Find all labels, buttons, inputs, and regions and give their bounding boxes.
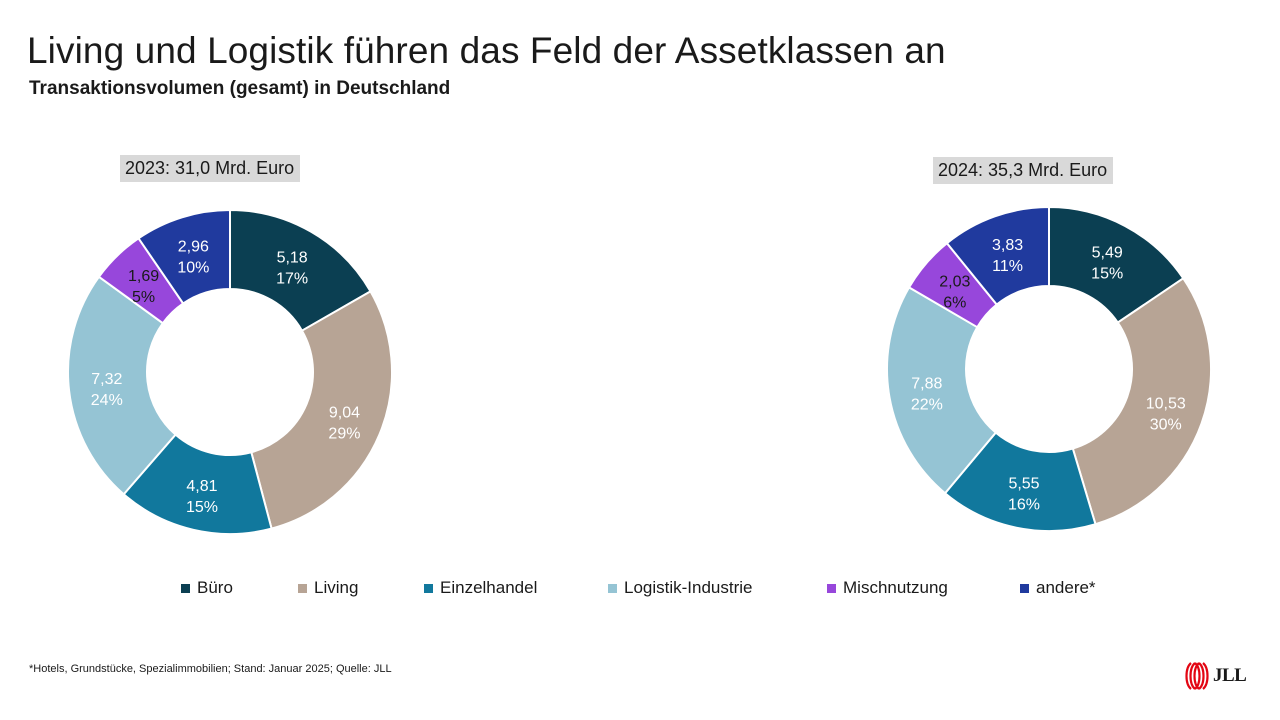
donut-2024-value-label-living: 10,53	[1146, 396, 1186, 413]
legend-swatch-andere	[1020, 583, 1029, 593]
donut-2023-slice-andere	[137, 208, 231, 305]
legend-label-mischnutzung: Mischnutzung	[843, 578, 948, 597]
legend-item-living: Living	[298, 578, 358, 598]
legend-item-buero: Büro	[181, 578, 233, 598]
legend-swatch-buero	[181, 583, 190, 593]
legend-label-andere: andere*	[1036, 578, 1096, 597]
donut-2024-slice-einzelhandel	[943, 431, 1097, 532]
donut-2023-percent-label-andere: 10%	[177, 260, 209, 277]
donut-2023-percent-label-einzelhandel: 15%	[186, 499, 218, 516]
donut-2023-value-label-logistik-industrie: 7,32	[91, 371, 122, 388]
donut-2024-slice-andere	[945, 205, 1050, 306]
legend-swatch-logistik	[608, 583, 617, 593]
legend-label-einzelhandel: Einzelhandel	[440, 578, 538, 597]
donut-2024-percent-label-andere: 11%	[992, 258, 1023, 275]
legend-swatch-living	[298, 583, 307, 593]
donut-2024-value-label-andere: 3,83	[992, 237, 1023, 254]
donut-2023-value-label-buero: 5,18	[277, 250, 308, 267]
donut-2023-slice-buero	[229, 208, 372, 333]
donut-2024-percent-label-living: 30%	[1150, 417, 1182, 434]
legend-label-living: Living	[314, 578, 359, 597]
legend: Büro Living Einzelhandel Logistik-Indust…	[0, 578, 1280, 602]
chart-2024-total-label: 2024: 35,3 Mrd. Euro	[933, 157, 1114, 184]
jll-logo-text: JLL	[1213, 665, 1247, 686]
donut-2023-slice-living	[250, 290, 393, 530]
legend-label-logistik: Logistik-Industrie	[624, 578, 753, 597]
legend-item-andere: andere*	[1020, 578, 1096, 598]
donut-2024-percent-label-buero: 15%	[1091, 266, 1123, 283]
chart-2023-total-label: 2023: 31,0 Mrd. Euro	[120, 155, 301, 182]
page-title: Living und Logistik führen das Feld der …	[27, 30, 946, 71]
donut-2024-percent-label-mischnutzung: 6%	[943, 294, 966, 311]
donut-2023-slice-logistik-industrie	[67, 275, 177, 496]
donut-2023-percent-label-mischnutzung: 5%	[132, 289, 155, 306]
donut-2024-value-label-mischnutzung: 2,03	[939, 273, 970, 290]
donut-2023-percent-label-buero: 17%	[276, 271, 308, 288]
jll-logo-icon	[1185, 662, 1209, 690]
donut-2023-percent-label-logistik-industrie: 24%	[91, 392, 123, 409]
legend-swatch-mischnutzung	[827, 583, 836, 593]
page-subtitle: Transaktionsvolumen (gesamt) in Deutschl…	[29, 78, 451, 99]
legend-item-mischnutzung: Mischnutzung	[827, 578, 948, 598]
donut-2024-percent-label-logistik-industrie: 22%	[911, 396, 943, 413]
donut-2023-value-label-mischnutzung: 1,69	[128, 268, 159, 285]
donut-2024-slice-living	[1071, 276, 1212, 526]
donut-2024-value-label-logistik-industrie: 7,88	[911, 375, 942, 392]
legend-item-logistik: Logistik-Industrie	[608, 578, 753, 598]
donut-2023-value-label-andere: 2,96	[178, 239, 209, 256]
legend-label-buero: Büro	[197, 578, 233, 597]
donut-2024-slice-logistik-industrie	[886, 286, 998, 495]
jll-logo: JLL	[1183, 660, 1247, 692]
donut-2024-percent-label-einzelhandel: 16%	[1008, 496, 1040, 513]
legend-item-einzelhandel: Einzelhandel	[424, 578, 537, 598]
legend-swatch-einzelhandel	[424, 583, 433, 593]
donut-2024-value-label-buero: 5,49	[1092, 245, 1123, 262]
donut-2023-percent-label-living: 29%	[328, 426, 360, 443]
donut-2023-value-label-living: 9,04	[329, 405, 360, 422]
donut-2024-value-label-einzelhandel: 5,55	[1008, 475, 1039, 492]
footnote: *Hotels, Grundstücke, Spezialimmobilien;…	[29, 663, 392, 675]
donut-2023-value-label-einzelhandel: 4,81	[186, 478, 217, 495]
